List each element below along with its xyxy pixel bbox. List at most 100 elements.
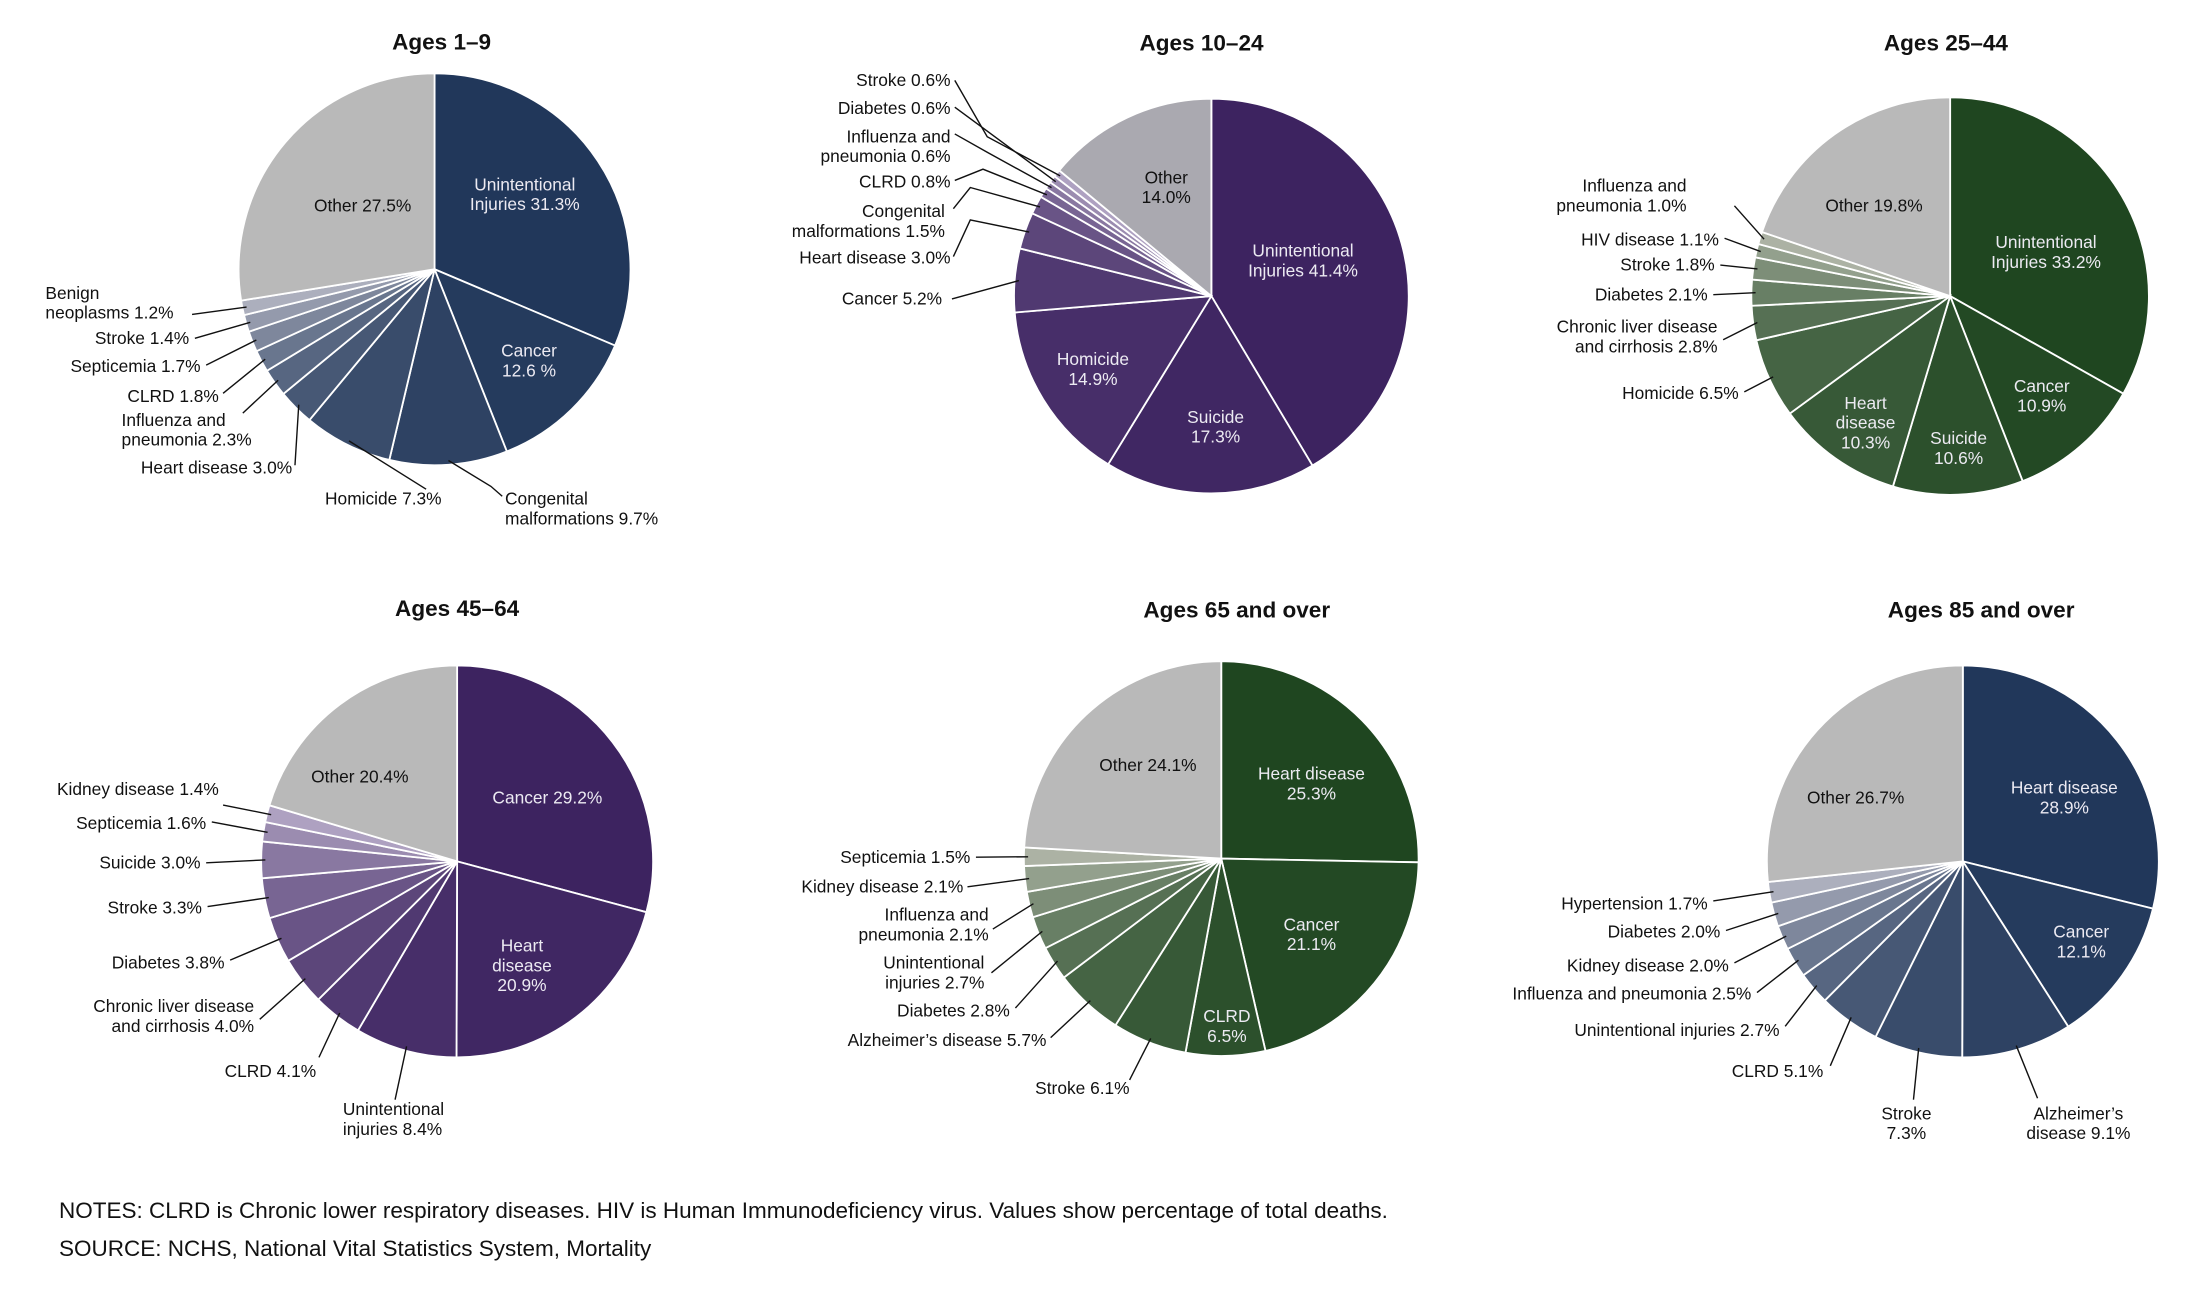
slice-label-line: pneumonia 0.6% xyxy=(820,146,950,166)
slice-label-line: Stroke 6.1% xyxy=(1035,1078,1129,1098)
slice-label: Influenza and pneumonia 1.0% xyxy=(1556,176,1686,216)
slice-label-line: 7.3% xyxy=(1887,1123,1927,1143)
chart-title: Ages 65 and over xyxy=(1143,598,1330,623)
slice-label: Septicemia 1.7% xyxy=(70,356,200,376)
slice-label-line: Diabetes 0.6% xyxy=(838,98,951,118)
slice-label-line: CLRD xyxy=(1203,1006,1250,1026)
slice-label-line: 25.3% xyxy=(1287,783,1336,803)
pie-slice xyxy=(1788,293,1952,488)
slice-label-line: Chronic liver disease xyxy=(1557,317,1718,337)
slice-label-line: Chronic liver disease xyxy=(93,996,254,1016)
slice-label-line: Other xyxy=(1145,167,1189,187)
pie-slice xyxy=(1765,664,1964,883)
slice-label: Influenza and pneumonia 2.5% xyxy=(1512,984,1751,1004)
pie-slice xyxy=(268,664,459,863)
slice-label-line: Alzheimer’s disease 5.7% xyxy=(848,1030,1047,1050)
slice-label-line: Heart xyxy=(1844,393,1887,413)
chart-title: Ages 1–9 xyxy=(392,29,491,54)
leader-line xyxy=(954,168,1048,196)
slice-label-line: Other 19.8% xyxy=(1825,195,1922,215)
slice-label-line: Congenital xyxy=(505,489,588,509)
slice-label-line: Influenza and xyxy=(885,905,989,925)
slice-label-line: Cancer xyxy=(2053,922,2109,942)
leader-line xyxy=(194,321,251,340)
leader-line xyxy=(1724,237,1761,253)
slice-label: Heart disease 25.3% xyxy=(1258,764,1365,804)
slice-label: Other 26.7% xyxy=(1807,788,1904,808)
slice-label: Diabetes 0.6% xyxy=(838,98,951,118)
pie-slice xyxy=(237,72,436,302)
leader-line xyxy=(1128,1038,1152,1081)
leader-line xyxy=(967,877,1030,888)
slice-label-line: Unintentional injuries 2.7% xyxy=(1574,1020,1779,1040)
slice-label: Stroke 6.1% xyxy=(1035,1078,1129,1098)
leader-line xyxy=(1743,376,1774,393)
slice-label: Heart disease 10.3% xyxy=(1836,393,1896,452)
leader-line xyxy=(1756,959,1799,994)
pie-slice xyxy=(433,72,632,347)
leader-line xyxy=(242,379,279,414)
slice-label: Stroke 1.4% xyxy=(95,328,189,348)
pie-chart: Ages 45–64 Cancer 29.2% Heart disease 20.9% U… xyxy=(57,596,654,1139)
slice-label: Congenital malformations 1.5% xyxy=(792,201,945,241)
slice-label-line: disease xyxy=(492,955,552,975)
pie-chart: Ages 10–24 Unintentional Injuries 41.4% Sui… xyxy=(792,31,1410,495)
slice-label: Hypertension 1.7% xyxy=(1561,893,1707,913)
slice-label-line: Septicemia 1.7% xyxy=(70,356,200,376)
pie-slice xyxy=(1057,97,1213,299)
slice-label-line: 20.9% xyxy=(497,975,546,995)
leader-line xyxy=(1713,890,1774,902)
slice-label: Diabetes 3.8% xyxy=(112,953,225,973)
slice-label: Heart disease 3.0% xyxy=(141,458,292,478)
slice-label-line: Heart disease 3.0% xyxy=(141,458,292,478)
slice-label: Stroke 3.3% xyxy=(108,898,202,918)
slice-label: CLRD 4.1% xyxy=(225,1061,317,1081)
slice-label-line: Cancer xyxy=(1284,914,1340,934)
slice-label: Cancer 10.9% xyxy=(2014,376,2070,416)
slice-label-line: Diabetes 2.0% xyxy=(1608,922,1721,942)
slice-label: Suicide 17.3% xyxy=(1187,407,1244,447)
slice-label-line: Unintentional xyxy=(343,1099,444,1119)
slice-label-line: Unintentional xyxy=(1252,241,1353,261)
slice-label: Chronic liver disease and cirrhosis 2.8% xyxy=(1557,317,1718,357)
slice-label-line: Hypertension 1.7% xyxy=(1561,893,1707,913)
leader-line xyxy=(448,459,503,497)
leader-line xyxy=(1784,985,1818,1027)
slice-label-line: Septicemia 1.6% xyxy=(76,813,206,833)
slice-label-line: 12.6 % xyxy=(502,360,556,380)
pie-slice xyxy=(1760,96,1952,298)
chart-title: Ages 25–44 xyxy=(1884,31,2009,56)
pie-slice xyxy=(1960,859,2155,1028)
leader-line xyxy=(1713,292,1756,296)
slice-label: Alzheimer’s disease 9.1% xyxy=(2026,1103,2130,1143)
chart-title: Ages 45–64 xyxy=(395,596,520,621)
slice-label: Unintentional injuries 2.7% xyxy=(883,953,984,993)
leader-line xyxy=(1912,1047,1920,1100)
slice-label: Congenital malformations 9.7% xyxy=(505,489,658,529)
slice-label-line: Benign xyxy=(45,283,99,303)
slice-label-line: 28.9% xyxy=(2040,797,2089,817)
slice-label: Stroke 0.6% xyxy=(856,70,950,90)
slice-label-line: and cirrhosis 2.8% xyxy=(1575,336,1718,356)
slice-label: Stroke 1.8% xyxy=(1620,255,1714,275)
leader-line xyxy=(222,804,272,816)
leader-line xyxy=(211,821,268,834)
slice-label: Kidney disease 1.4% xyxy=(57,779,219,799)
leader-line xyxy=(992,903,1034,930)
slice-label-line: Suicide 3.0% xyxy=(99,852,200,872)
pie-chart: Ages 25–44 Unintentional Injuries 33.2% Can… xyxy=(1556,31,2150,496)
slice-label-line: Heart xyxy=(501,936,544,956)
slice-label: Homicide 7.3% xyxy=(325,489,442,509)
slice-label: Other 14.0% xyxy=(1142,167,1191,207)
slice-label-line: Other 24.1% xyxy=(1099,755,1196,775)
slice-label: Cancer 12.6 % xyxy=(501,341,557,381)
slice-label-line: Diabetes 2.1% xyxy=(1595,284,1708,304)
pie-slice xyxy=(1013,295,1214,466)
slice-label-line: Septicemia 1.5% xyxy=(840,847,970,867)
slice-label: Other 24.1% xyxy=(1099,755,1196,775)
pie-chart: Ages 65 and over Heart disease 25.3% Cancer… xyxy=(801,598,1420,1098)
pie-slice xyxy=(432,267,617,453)
slice-label: Unintentional Injuries 31.3% xyxy=(470,174,580,214)
slice-label: CLRD 0.8% xyxy=(859,172,951,192)
slice-label-line: Unintentional xyxy=(883,953,984,973)
